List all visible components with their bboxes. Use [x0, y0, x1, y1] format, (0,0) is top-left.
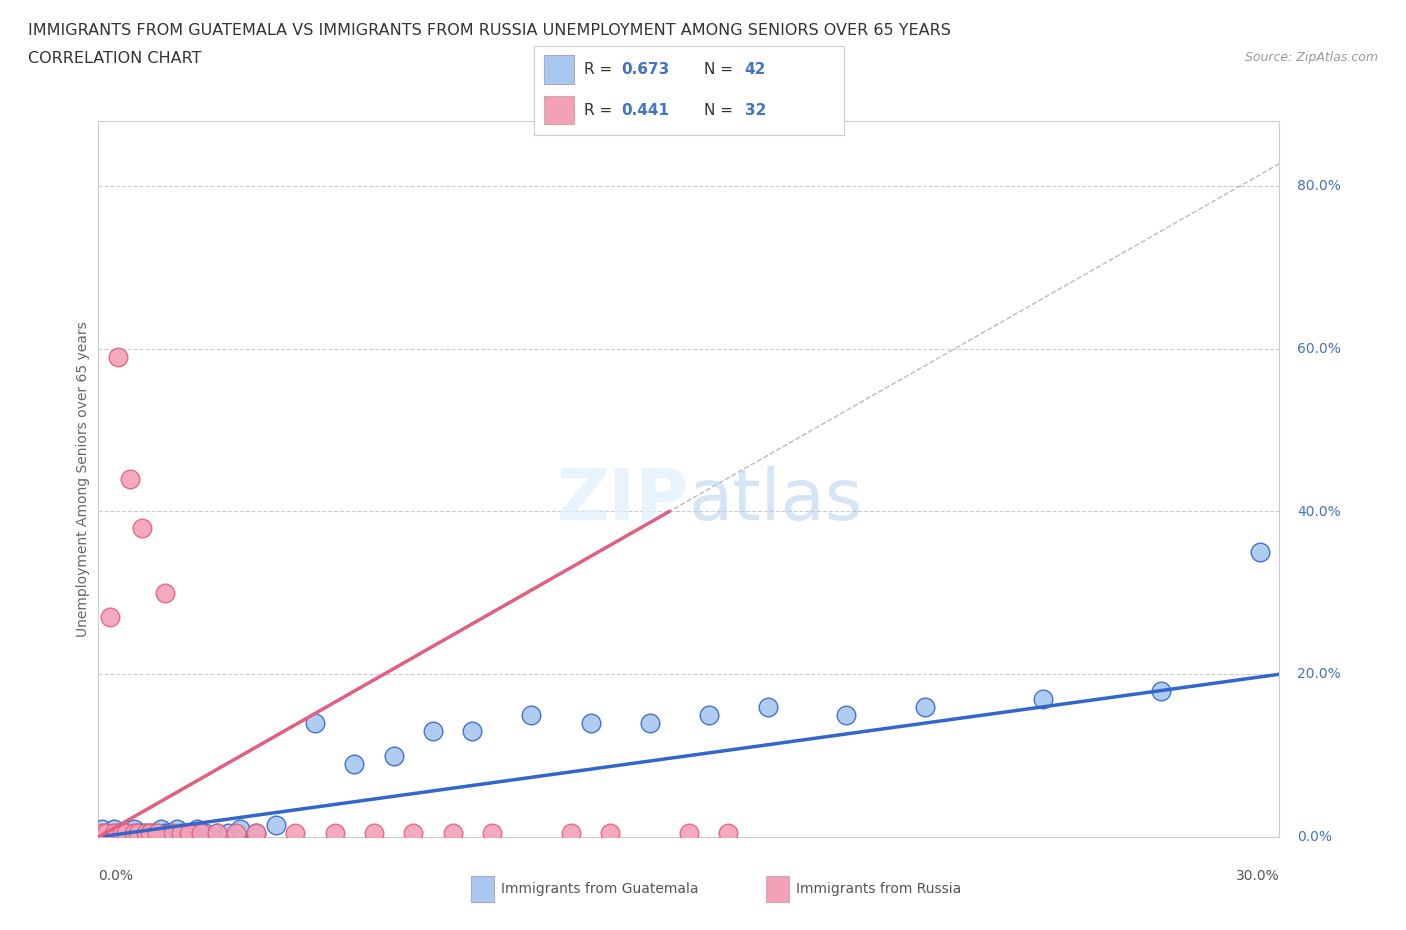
Text: 0.0%: 0.0% — [1298, 830, 1331, 844]
Point — [599, 826, 621, 841]
FancyBboxPatch shape — [544, 56, 575, 84]
Text: Immigrants from Russia: Immigrants from Russia — [796, 882, 962, 897]
Point — [131, 826, 153, 841]
Point — [205, 826, 228, 841]
Text: N =: N = — [704, 62, 738, 77]
Text: atlas: atlas — [689, 466, 863, 535]
Point — [245, 826, 267, 841]
Text: R =: R = — [583, 102, 617, 117]
Point — [91, 821, 114, 836]
Text: 32: 32 — [745, 102, 766, 117]
Text: Source: ZipAtlas.com: Source: ZipAtlas.com — [1244, 51, 1378, 64]
Point — [174, 826, 197, 841]
Point — [245, 826, 267, 841]
Point — [118, 472, 141, 486]
Text: 42: 42 — [745, 62, 766, 77]
Point — [1249, 545, 1271, 560]
Point — [323, 826, 346, 841]
Point — [166, 821, 188, 836]
Point — [146, 826, 169, 841]
Text: R =: R = — [583, 62, 617, 77]
Point — [138, 826, 160, 841]
Point — [142, 826, 165, 841]
Text: 0.441: 0.441 — [621, 102, 669, 117]
Point — [363, 826, 385, 841]
Point — [717, 826, 740, 841]
Point — [520, 708, 543, 723]
Point — [115, 826, 138, 841]
Point — [122, 826, 145, 841]
Point — [98, 610, 121, 625]
Point — [678, 826, 700, 841]
Point — [264, 817, 287, 832]
Point — [98, 826, 121, 841]
Point — [155, 586, 177, 601]
Point — [107, 350, 129, 365]
Text: N =: N = — [704, 102, 738, 117]
Point — [697, 708, 720, 723]
Point — [186, 821, 208, 836]
Point — [177, 826, 200, 841]
Point — [229, 821, 252, 836]
Text: 30.0%: 30.0% — [1236, 870, 1279, 884]
Point — [217, 826, 239, 841]
Text: IMMIGRANTS FROM GUATEMALA VS IMMIGRANTS FROM RUSSIA UNEMPLOYMENT AMONG SENIORS O: IMMIGRANTS FROM GUATEMALA VS IMMIGRANTS … — [28, 23, 950, 38]
Point — [382, 748, 405, 763]
Point — [170, 826, 193, 841]
Text: 60.0%: 60.0% — [1298, 341, 1341, 356]
Point — [914, 699, 936, 714]
Point — [115, 826, 138, 841]
Point — [157, 826, 180, 841]
Point — [162, 826, 184, 841]
Text: CORRELATION CHART: CORRELATION CHART — [28, 51, 201, 66]
Point — [835, 708, 858, 723]
Point — [111, 826, 134, 841]
Point — [135, 826, 157, 841]
Point — [155, 826, 177, 841]
Point — [422, 724, 444, 738]
Point — [135, 826, 157, 841]
Point — [146, 826, 169, 841]
Point — [1032, 691, 1054, 706]
Point — [103, 821, 125, 836]
Point — [304, 716, 326, 731]
Point — [343, 756, 366, 771]
Point — [1150, 683, 1173, 698]
Point — [190, 826, 212, 841]
Point — [205, 826, 228, 841]
Point — [441, 826, 464, 841]
Text: ZIP: ZIP — [557, 466, 689, 535]
Point — [131, 521, 153, 536]
Point — [756, 699, 779, 714]
Text: 0.673: 0.673 — [621, 62, 669, 77]
Point — [560, 826, 582, 841]
Point — [103, 826, 125, 841]
Text: 0.0%: 0.0% — [98, 870, 134, 884]
Point — [638, 716, 661, 731]
Text: 20.0%: 20.0% — [1298, 667, 1341, 682]
Point — [122, 821, 145, 836]
Point — [127, 826, 149, 841]
Text: 40.0%: 40.0% — [1298, 504, 1341, 519]
Point — [402, 826, 425, 841]
Point — [111, 826, 134, 841]
Point — [96, 826, 118, 841]
FancyBboxPatch shape — [544, 96, 575, 125]
Point — [579, 716, 602, 731]
Point — [481, 826, 503, 841]
Point — [138, 826, 160, 841]
Point — [284, 826, 307, 841]
Point — [194, 826, 217, 841]
Point — [461, 724, 484, 738]
Point — [150, 821, 173, 836]
Point — [107, 826, 129, 841]
Point — [96, 826, 118, 841]
Point — [127, 826, 149, 841]
Text: Immigrants from Guatemala: Immigrants from Guatemala — [501, 882, 697, 897]
Point — [118, 826, 141, 841]
Text: 80.0%: 80.0% — [1298, 179, 1341, 193]
Point — [91, 826, 114, 841]
Point — [225, 826, 247, 841]
Y-axis label: Unemployment Among Seniors over 65 years: Unemployment Among Seniors over 65 years — [76, 321, 90, 637]
